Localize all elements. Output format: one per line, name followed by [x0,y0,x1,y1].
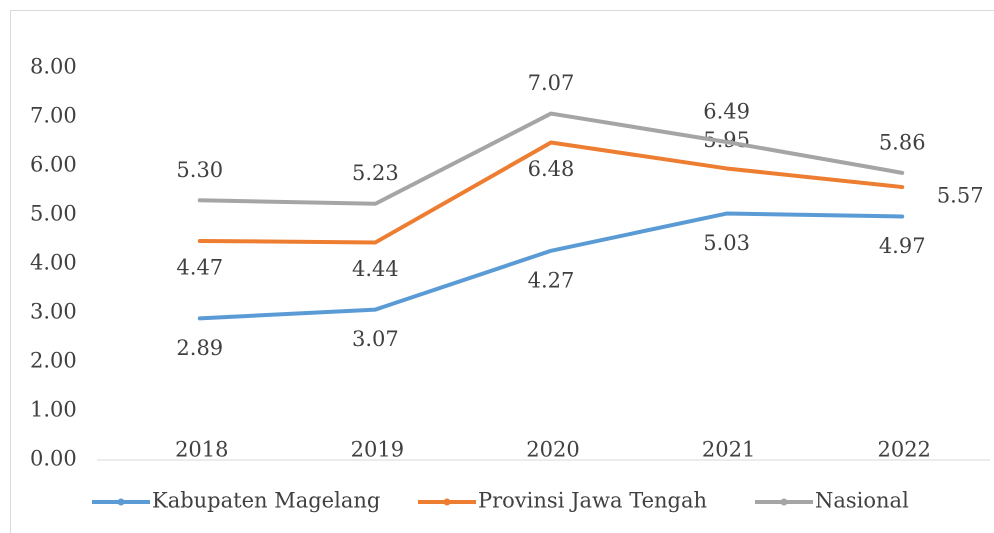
data-label: 5.86 [879,130,926,154]
y-tick-label: 8.00 [30,55,77,79]
x-tick-label: 2018 [175,438,228,462]
data-label: 5.57 [937,184,984,208]
legend-label: Kabupaten Magelang [152,489,380,513]
x-tick-label: 2020 [526,438,579,462]
series-line [197,140,905,245]
legend-marker [443,498,451,506]
data-label: 5.03 [703,231,750,255]
data-label: 4.44 [352,257,399,281]
chart-border [10,10,994,533]
y-tick-label: 0.00 [30,447,77,471]
data-label: 3.07 [352,327,399,351]
y-tick-label: 5.00 [30,202,77,226]
data-label: 4.47 [176,255,223,279]
y-tick-label: 4.00 [30,251,77,275]
x-tick-label: 2021 [702,438,755,462]
y-tick-label: 6.00 [30,153,77,177]
x-tick-label: 2019 [351,438,404,462]
legend-marker [117,498,125,506]
legend-label: Provinsi Jawa Tengah [478,489,707,513]
data-label: 5.30 [176,158,223,182]
series-line [197,111,905,206]
data-label: 5.23 [352,161,399,185]
y-tick-label: 7.00 [30,104,77,128]
data-label: 4.97 [879,234,926,258]
series-line [197,211,905,321]
legend-marker [780,498,788,506]
data-label: 2.89 [176,336,223,360]
data-label: 4.27 [528,268,575,292]
data-label: 6.49 [703,99,750,123]
legend-label: Nasional [815,489,909,513]
y-tick-label: 3.00 [30,300,77,324]
data-label: 6.48 [528,157,575,181]
y-tick-label: 1.00 [30,398,77,422]
data-label: 7.07 [528,71,575,95]
x-tick-label: 2022 [877,438,930,462]
y-tick-label: 2.00 [30,349,77,373]
